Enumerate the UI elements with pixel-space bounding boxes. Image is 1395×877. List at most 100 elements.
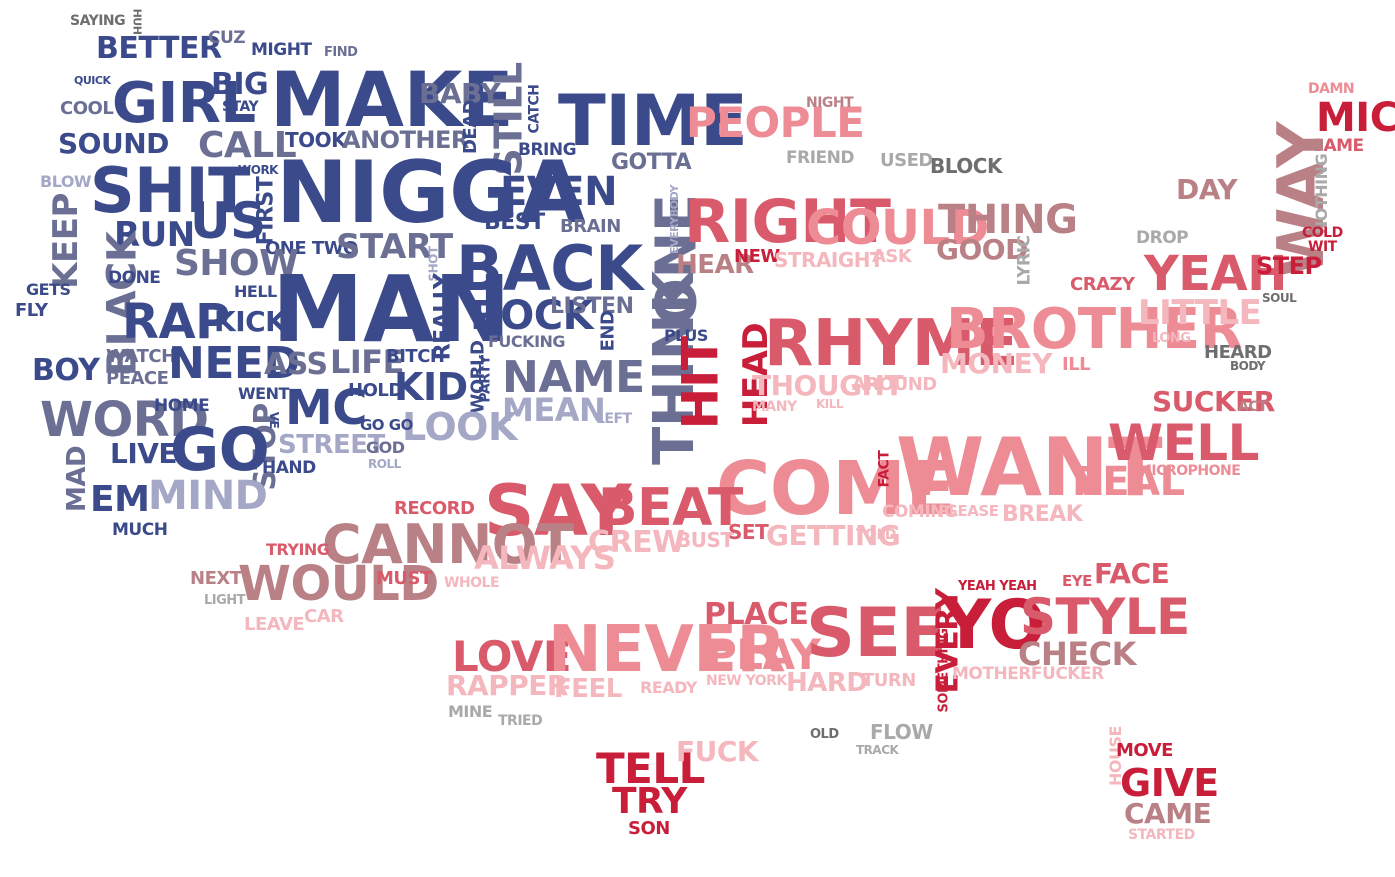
word-need: NEED [168, 338, 300, 389]
word-em: EM [90, 479, 150, 520]
word-rhyme: RHYME [764, 307, 1019, 381]
word-shit: SHIT [90, 154, 250, 227]
word-place: PLACE [704, 597, 809, 632]
word-ready: READY [640, 678, 697, 697]
word-people: PEOPLE [686, 98, 865, 147]
word-home: HOME [154, 396, 210, 416]
word-saying: SAYING [70, 13, 126, 29]
word-fuck: FUCK [676, 735, 759, 768]
word-done: DONE [108, 268, 161, 288]
word-many: MANY [752, 399, 797, 415]
word-new-york: NEW YORK [706, 673, 787, 689]
word-long: LONG [1152, 331, 1191, 346]
word-look: LOOK [402, 405, 517, 449]
word-blow: BLOW [40, 172, 92, 191]
word-us: US [190, 192, 266, 250]
word-start: START [336, 227, 453, 267]
word-one-two: ONE TWO [265, 238, 358, 259]
word-started: STARTED [1128, 827, 1195, 843]
word-good: GOOD [936, 233, 1028, 266]
word-better: BETTER [96, 31, 222, 66]
word-never: NEVER [548, 613, 786, 687]
word-told: TOLD [856, 527, 897, 543]
word-soul: SOUL [1262, 291, 1297, 305]
word-next: NEXT [190, 568, 242, 589]
word-took: TOOK [285, 128, 347, 152]
word-body: BODY [1230, 359, 1266, 373]
word-getting: GETTING [766, 519, 901, 552]
word-left: LEFT [596, 411, 632, 427]
word-trying: TRYING [266, 540, 330, 559]
word-record: RECORD [394, 498, 475, 519]
word-run: RUN [114, 215, 195, 255]
word-sucker: SUCKER [1152, 385, 1275, 418]
word-hear: HEAR [676, 250, 754, 280]
word-baby: BABY [419, 77, 501, 110]
word-give: GIVE [1120, 761, 1219, 805]
word-yeah: YEAH [1144, 246, 1287, 302]
word-ask: ASK [872, 246, 912, 267]
word-go-go: GO GO [360, 416, 413, 434]
word-please: PLEASE [938, 502, 999, 520]
word-break: BREAK [1002, 502, 1083, 527]
word-straight: STRAIGHT [774, 248, 884, 272]
word-mean: MEAN [502, 391, 606, 429]
word-peace: PEACE [106, 368, 169, 389]
word-mic: MIC [1316, 95, 1395, 141]
word-keep: KEEP [45, 193, 86, 289]
word-microphone: MICROPHONE [1138, 463, 1241, 479]
word-mad: MAD [62, 445, 93, 513]
word-come: COME [716, 446, 956, 532]
word-rapper: RAPPER [446, 669, 568, 702]
word-little: LITTLE [1138, 293, 1262, 333]
word-call: CALL [198, 125, 297, 166]
word-fact: FACT [876, 450, 893, 488]
word-love: LOVE [452, 632, 572, 681]
word-real: REAL [1072, 459, 1185, 505]
word-roll: ROLL [368, 457, 401, 471]
word-mine: MINE [448, 702, 493, 721]
word-yeah-yeah: YEAH YEAH [958, 579, 1037, 594]
word-word: WORD [40, 392, 209, 448]
word-motherfucker: MOTHERFUCKER [952, 664, 1104, 684]
word-ass: ASS [264, 347, 328, 382]
word-came: CAME [1124, 797, 1212, 830]
word-face: FACE [1094, 557, 1170, 590]
word-fucking: FUCKING [488, 332, 566, 351]
word-work: WORK [238, 163, 278, 177]
word-day: DAY [1176, 173, 1238, 206]
word-brother: BROTHER [946, 297, 1243, 362]
word-old: OLD [810, 727, 839, 742]
word-lyric: LYRIC [1014, 235, 1035, 286]
word-beat: BEAT [598, 478, 743, 538]
word-kid: KID [394, 365, 468, 409]
word-girl: GIRL [112, 71, 256, 136]
word-brain: BRAIN [560, 216, 621, 237]
word-yo: YO [942, 586, 1046, 665]
word-whole: WHOLE [444, 575, 500, 591]
word-best: BEST [484, 210, 545, 235]
word-flow: FLOW [870, 720, 933, 744]
word-friend: FRIEND [786, 148, 854, 168]
word-new: NEW [734, 246, 780, 267]
word-would: WOULD [238, 556, 439, 612]
word-fly: FLY [15, 300, 48, 321]
word-coming: COMING [882, 502, 958, 522]
word-used: USED [880, 150, 933, 171]
word-listen: LISTEN [550, 294, 634, 319]
word-god: GOD [366, 438, 405, 457]
word-rock: ROCK [470, 293, 594, 339]
word-feel: FEEL [554, 674, 622, 704]
word-bust: BUST [676, 528, 734, 552]
word-turn: TURN [862, 670, 916, 691]
word-crew: CREW [588, 525, 685, 560]
word-hell: HELL [234, 282, 277, 301]
word-say: SAY [484, 470, 632, 552]
word-try: TRY [612, 781, 687, 822]
word-show: SHOW [174, 243, 299, 284]
word-ve: VE [267, 411, 282, 429]
word-make: MAKE [270, 55, 514, 144]
word-drop: DROP [1136, 228, 1189, 248]
word-boy: BOY [32, 353, 100, 388]
word-name: NAME [502, 352, 645, 403]
